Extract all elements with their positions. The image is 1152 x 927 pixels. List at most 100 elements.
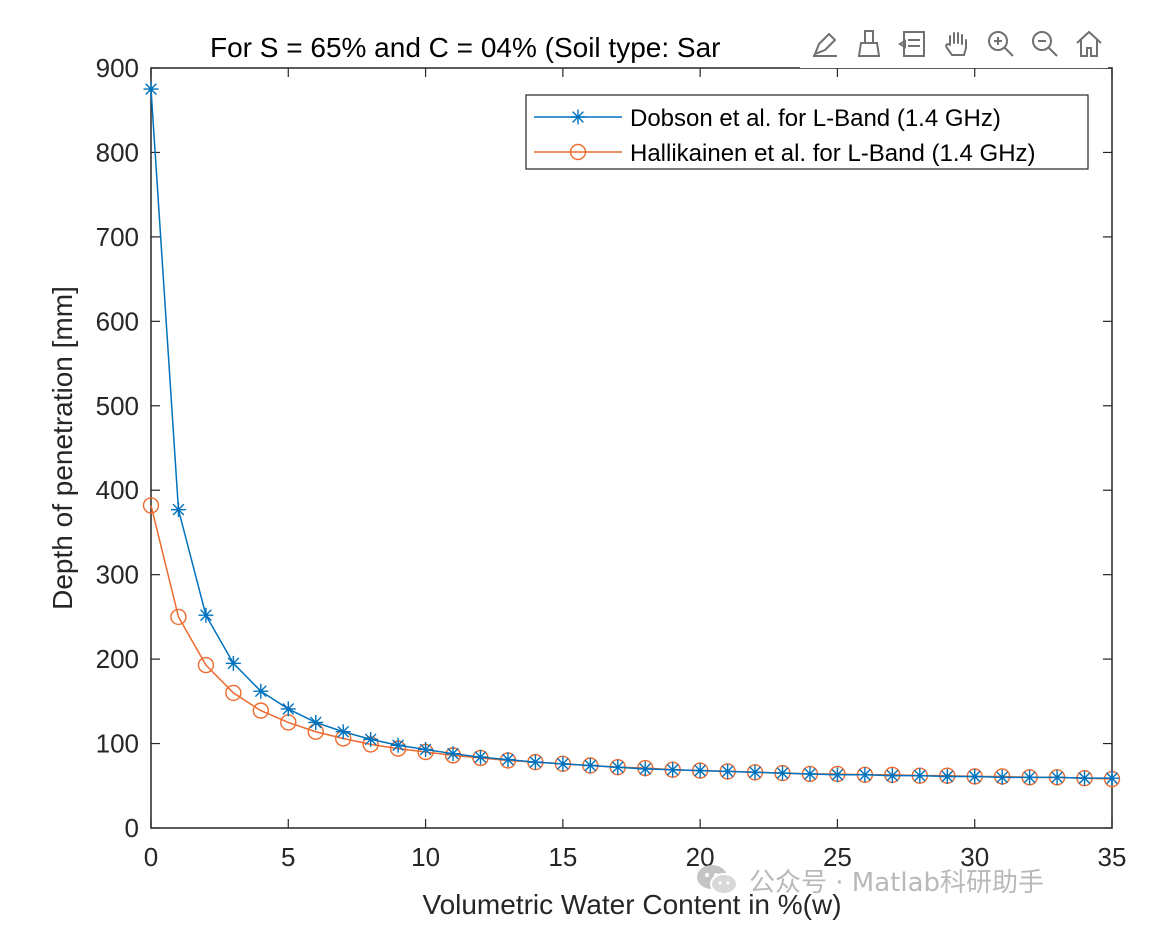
y-axis-label: Depth of penetration [mm] bbox=[47, 286, 78, 610]
data-point bbox=[225, 655, 241, 671]
asterisk-stroke bbox=[1104, 770, 1120, 786]
home-button[interactable] bbox=[1070, 24, 1108, 64]
y-tick-label: 700 bbox=[96, 222, 139, 252]
edit-plot-icon bbox=[813, 32, 837, 57]
asterisk-stroke bbox=[939, 768, 955, 784]
data-point bbox=[994, 769, 1010, 785]
asterisk-stroke bbox=[555, 756, 571, 772]
data-point bbox=[582, 758, 598, 774]
watermark-text: 公众号 · Matlab科研助手 bbox=[749, 867, 1045, 898]
axes-toolbar bbox=[800, 20, 1108, 68]
data-point bbox=[692, 763, 708, 779]
asterisk-stroke bbox=[308, 714, 324, 730]
y-tick-label: 600 bbox=[96, 306, 139, 336]
data-point bbox=[335, 724, 351, 740]
datatip-button[interactable] bbox=[894, 24, 932, 64]
asterisk-stroke bbox=[472, 749, 488, 765]
brush-button[interactable] bbox=[850, 24, 888, 64]
data-point bbox=[939, 768, 955, 784]
y-tick-label: 0 bbox=[125, 813, 139, 843]
asterisk-stroke bbox=[198, 607, 214, 623]
plot-area[interactable] bbox=[150, 67, 1113, 829]
y-tick-label: 200 bbox=[96, 644, 139, 674]
asterisk-stroke bbox=[747, 764, 763, 780]
asterisk-stroke bbox=[912, 768, 928, 784]
data-point bbox=[252, 702, 270, 719]
asterisk-stroke bbox=[1022, 769, 1038, 785]
legend[interactable]: Dobson et al. for L-Band (1.4 GHz) Hallik… bbox=[525, 94, 1089, 170]
legend-box bbox=[525, 94, 1089, 170]
data-point bbox=[912, 768, 928, 784]
asterisk-stroke bbox=[390, 737, 406, 753]
data-point bbox=[637, 761, 653, 777]
data-point bbox=[775, 765, 791, 781]
wechat-icon bbox=[697, 865, 738, 895]
data-point bbox=[747, 764, 763, 780]
series-1 bbox=[143, 81, 1120, 786]
data-point bbox=[720, 763, 736, 779]
data-point bbox=[802, 766, 818, 782]
data-point bbox=[1104, 770, 1120, 786]
data-point bbox=[363, 731, 379, 747]
zoom-in-button[interactable] bbox=[982, 24, 1020, 64]
y-tick-label: 900 bbox=[96, 53, 139, 83]
x-tick-label: 10 bbox=[411, 842, 440, 872]
data-point bbox=[527, 754, 543, 770]
x-tick-label: 5 bbox=[281, 842, 295, 872]
x-tick-label: 35 bbox=[1098, 842, 1127, 872]
data-point bbox=[555, 756, 571, 772]
data-point bbox=[500, 752, 516, 768]
asterisk-stroke bbox=[335, 724, 351, 740]
data-point bbox=[418, 741, 434, 757]
asterisk-stroke bbox=[527, 754, 543, 770]
data-point bbox=[472, 749, 488, 765]
x-tick-label: 30 bbox=[960, 842, 989, 872]
chart-title: For S = 65% and C = 04% (Soil type: Sar bbox=[210, 32, 720, 63]
asterisk-stroke bbox=[170, 502, 186, 518]
data-point bbox=[170, 502, 186, 518]
y-tick-label: 300 bbox=[96, 560, 139, 590]
y-tick-label: 400 bbox=[96, 475, 139, 505]
series-layer bbox=[142, 81, 1121, 788]
data-point bbox=[390, 737, 406, 753]
asterisk-stroke bbox=[582, 758, 598, 774]
asterisk-stroke bbox=[1077, 770, 1093, 786]
data-point bbox=[225, 684, 242, 702]
asterisk-stroke bbox=[775, 765, 791, 781]
brush-icon bbox=[857, 30, 881, 57]
asterisk-stroke bbox=[692, 763, 708, 779]
data-point bbox=[884, 768, 900, 784]
data-point bbox=[308, 714, 324, 730]
asterisk-stroke bbox=[967, 768, 983, 784]
zoom-out-button[interactable] bbox=[1026, 24, 1064, 64]
asterisk-stroke bbox=[570, 109, 586, 125]
data-point bbox=[857, 767, 873, 783]
pan-hand-icon bbox=[945, 32, 967, 56]
data-point bbox=[665, 762, 681, 778]
asterisk-stroke bbox=[225, 655, 241, 671]
asterisk-stroke bbox=[363, 731, 379, 747]
asterisk-stroke bbox=[610, 759, 626, 775]
data-point bbox=[280, 701, 296, 717]
legend-marker bbox=[570, 109, 586, 125]
data-point bbox=[445, 746, 461, 762]
asterisk-stroke bbox=[829, 767, 845, 783]
edit-plot-button[interactable] bbox=[806, 24, 844, 64]
legend-entry-label: Dobson et al. for L-Band (1.4 GHz) bbox=[630, 105, 1001, 132]
asterisk-stroke bbox=[802, 766, 818, 782]
pan-button[interactable] bbox=[938, 24, 976, 64]
asterisk-stroke bbox=[500, 752, 516, 768]
x-axis-label: Volumetric Water Content in %(w) bbox=[422, 889, 841, 920]
data-point bbox=[170, 608, 187, 626]
asterisk-stroke bbox=[720, 763, 736, 779]
zoom-out-icon bbox=[1032, 31, 1058, 57]
x-tick-label: 0 bbox=[144, 842, 158, 872]
asterisk-stroke bbox=[418, 741, 434, 757]
y-tick-label: 500 bbox=[96, 391, 139, 421]
asterisk-stroke bbox=[857, 767, 873, 783]
zoom-in-icon bbox=[988, 31, 1014, 57]
asterisk-stroke bbox=[884, 768, 900, 784]
data-point bbox=[197, 656, 215, 674]
data-point bbox=[143, 81, 159, 97]
